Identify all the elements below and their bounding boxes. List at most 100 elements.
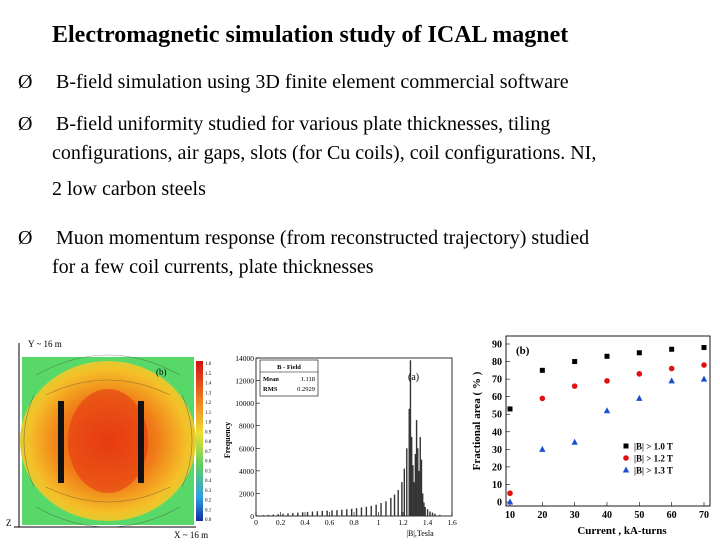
bullet-list: Ø B-field simulation using 3D finite ele… [18, 68, 718, 302]
histogram-bar [424, 506, 426, 516]
histogram-bar [380, 503, 382, 516]
panel-label: (b) [156, 367, 167, 377]
x-tick-label: 60 [667, 510, 677, 521]
colorbar-tick-label: 0.3 [205, 489, 212, 494]
data-point-triangle [539, 445, 546, 452]
histogram-bar [393, 494, 396, 516]
y-tick-label: 10000 [235, 399, 254, 408]
histogram-bar [287, 513, 289, 516]
data-point-square [636, 350, 642, 356]
histogram-bar [326, 510, 328, 516]
x-tick-label: 1.2 [398, 518, 408, 527]
colorbar-tick-label: 1.6 [205, 362, 212, 367]
histogram-bar [301, 512, 304, 516]
y-tick-label: 14000 [235, 354, 254, 363]
histogram-bar [412, 465, 414, 516]
y-tick-label: 8000 [239, 422, 254, 431]
histogram-bar [414, 453, 417, 516]
data-point-triangle [571, 438, 578, 445]
x-tick-label: 40 [602, 510, 612, 521]
histogram-bar [429, 511, 431, 516]
x-tick-label: 0.2 [276, 518, 286, 527]
slide-title: Electromagnetic simulation study of ICAL… [52, 22, 569, 48]
x-tick-label: 1 [377, 518, 381, 527]
histogram-bar [306, 511, 309, 516]
histogram-bar [403, 468, 406, 516]
data-point-circle [701, 362, 707, 368]
colorbar-ticks: 1.6 1.5 1.4 1.3 1.2 1.1 1.0 0.9 0.8 0.7 0.6 0.5 0.4 0… [205, 362, 212, 523]
y-tick-label: 70 [492, 375, 502, 386]
bullet-text: for a few coil currents, plate thickness… [52, 256, 374, 278]
data-point-square [623, 443, 629, 449]
histogram-bar [297, 512, 299, 516]
stats-mean-value: 1.118 [301, 376, 315, 383]
histogram-bar [401, 482, 403, 516]
colorbar-tick-label: 1.0 [205, 421, 212, 426]
y-tick-label: 20 [492, 462, 502, 473]
data-point-triangle [700, 375, 708, 382]
histogram-bar [341, 509, 343, 516]
colorbar-tick-label: 0.5 [205, 469, 212, 474]
colorbar [196, 361, 203, 521]
bullet-text: configurations, air gaps, slots (for Cu … [52, 142, 597, 164]
histogram-bar [390, 497, 392, 516]
histogram-bar [375, 504, 377, 516]
histogram-bar [257, 515, 260, 516]
data-point-square [669, 346, 675, 352]
x-tick-label: 0.4 [300, 518, 310, 527]
data-point-circle [623, 455, 629, 461]
colorbar-tick-label: 0.9 [205, 430, 212, 435]
data-point-circle [539, 395, 546, 402]
histogram-bar [422, 493, 424, 516]
histogram-bar [365, 506, 368, 516]
y-tick-label: 6000 [239, 444, 254, 453]
colorbar-tick-label: 0.7 [205, 450, 212, 455]
histogram-bar [385, 501, 387, 516]
colorbar-tick-label: 0.1 [205, 508, 212, 513]
histogram-bar [410, 437, 413, 516]
stats-box [259, 359, 319, 397]
histogram-bar [311, 511, 314, 516]
y-tick-label: 80 [492, 357, 502, 368]
histogram-bar [321, 510, 323, 516]
x-tick-label: 0.6 [325, 518, 335, 527]
z-axis-label: Z [6, 518, 12, 528]
data-point-circle [668, 365, 675, 372]
y-tick-label: 40 [492, 427, 502, 438]
colorbar-tick-label: 1.3 [205, 391, 212, 396]
data-point-circle [571, 383, 578, 389]
field-lines [23, 354, 193, 528]
histogram-bar [277, 514, 279, 516]
colorbar-tick-label: 0.4 [205, 479, 212, 484]
x-tick-label: 0 [254, 518, 258, 527]
bullet-text: B-field uniformity studied for various p… [56, 113, 551, 135]
stats-rms-value: 0.2929 [297, 386, 315, 393]
colorbar-tick-label: 1.4 [205, 382, 212, 387]
legend-label: |B| > 1.3 T [634, 466, 673, 476]
x-axis-title: |B|,Tesla [406, 529, 434, 538]
histogram-bar [417, 448, 419, 516]
scatter-figure: 0 10 20 30 40 50 60 70 80 90 10 20 30 40 50 60 70 Fractio… [462, 328, 718, 540]
histogram-bar [336, 510, 338, 516]
histogram-bar [262, 515, 265, 516]
histogram-bar [282, 513, 284, 516]
data-point-square [572, 359, 578, 365]
histogram-bar [413, 482, 415, 516]
coil-slot-right [138, 401, 144, 483]
x-tick-label: 50 [634, 510, 644, 521]
data-point-triangle [636, 394, 643, 401]
histogram-bar [409, 360, 412, 516]
data-point-circle [636, 371, 643, 377]
histogram-bar [292, 513, 294, 516]
plot-frame [505, 335, 711, 507]
legend-label: |B| > 1.2 T [634, 454, 673, 464]
colorbar-tick-label: 1.2 [205, 401, 212, 406]
y-tick-label: 60 [492, 392, 502, 403]
y-axis-label: Y ~ 16 m [28, 339, 62, 349]
data-point-triangle [622, 466, 630, 473]
histogram-bar [419, 437, 421, 516]
field-core [68, 389, 148, 493]
histogram-bar [418, 470, 420, 516]
histogram-bar [406, 448, 408, 516]
colorbar-tick-label: 1.1 [205, 411, 212, 416]
